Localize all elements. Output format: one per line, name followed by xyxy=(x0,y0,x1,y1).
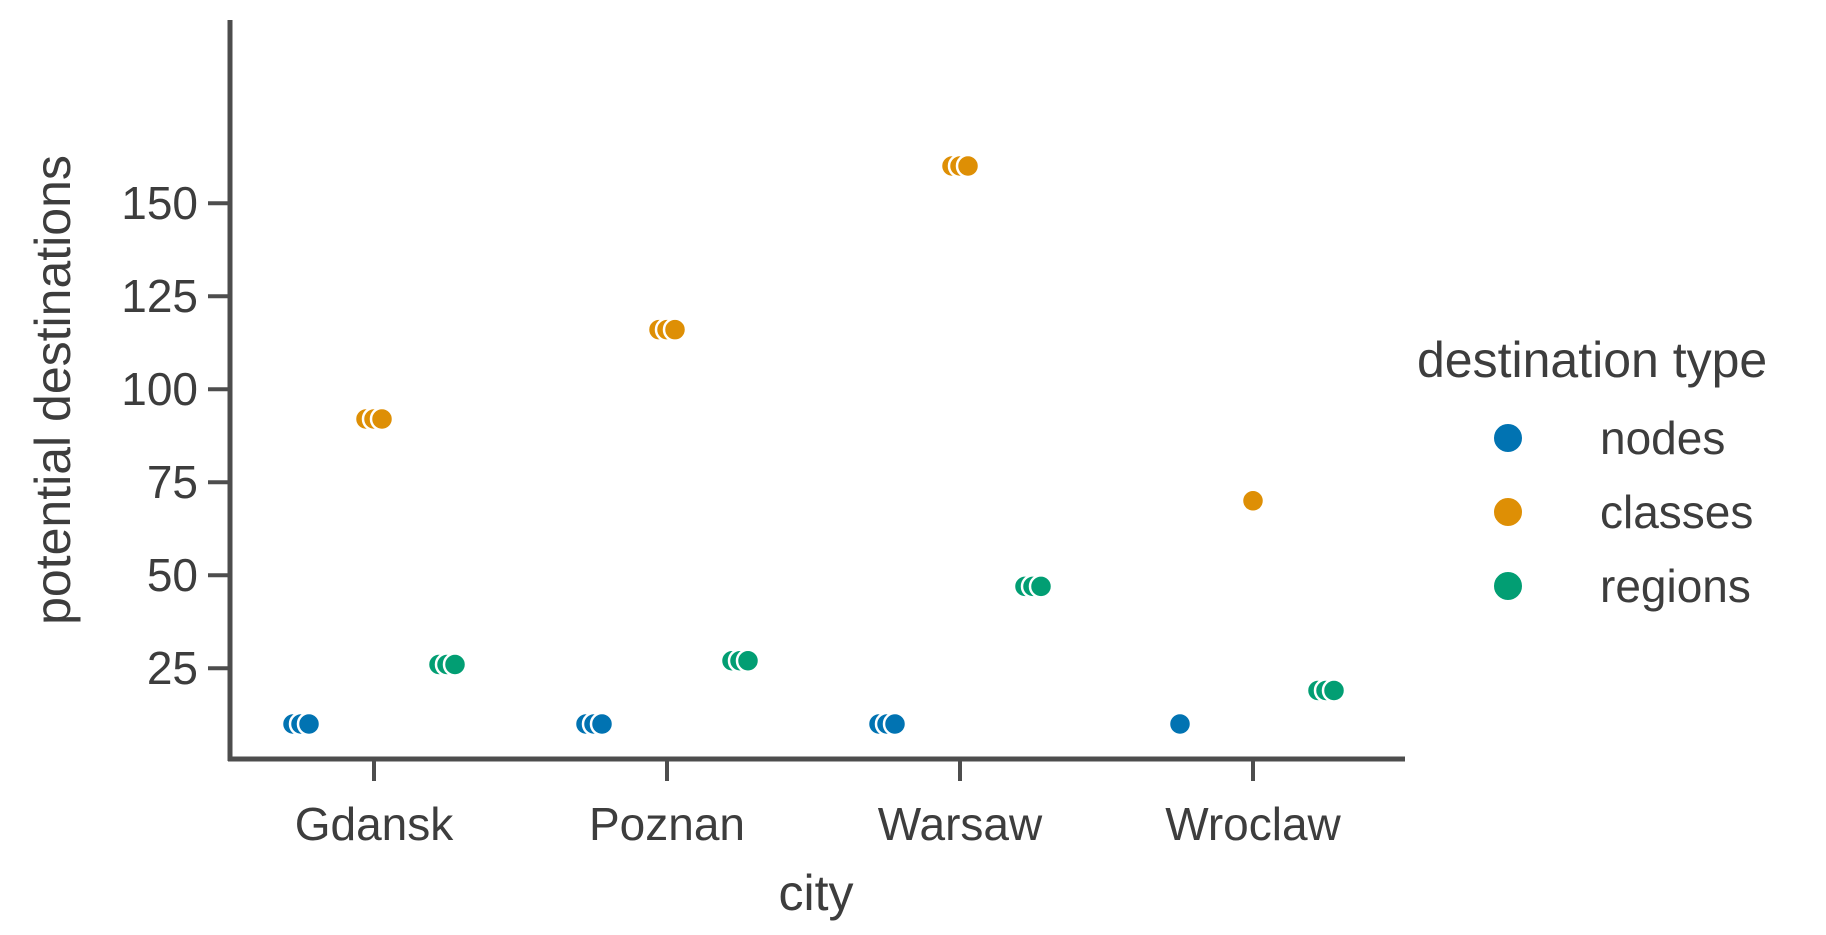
legend: destination type nodes classes regions xyxy=(1417,332,1767,612)
x-axis-title: city xyxy=(779,865,854,921)
x-ticks: Gdansk Poznan Warsaw Wroclaw xyxy=(295,759,1342,850)
y-tick-label: 125 xyxy=(121,270,198,322)
data-point-classes xyxy=(955,153,981,179)
data-point-classes xyxy=(662,317,688,342)
data-point-nodes xyxy=(882,711,908,737)
y-ticks: 25 50 75 100 125 150 xyxy=(121,177,230,694)
legend-marker-regions xyxy=(1492,570,1524,602)
y-axis-title: potential destinations xyxy=(25,155,81,625)
data-point-classes xyxy=(1240,488,1266,514)
x-tick-label: Wroclaw xyxy=(1165,798,1341,850)
legend-label-nodes: nodes xyxy=(1600,412,1725,464)
data-point-nodes xyxy=(1167,711,1193,737)
data-point-regions xyxy=(1028,574,1054,599)
data-point-nodes xyxy=(296,711,322,737)
data-point-classes xyxy=(369,406,395,432)
data-point-nodes xyxy=(589,711,615,737)
data-point-regions xyxy=(735,648,761,674)
legend-title: destination type xyxy=(1417,332,1767,388)
x-tick-label: Warsaw xyxy=(878,798,1043,850)
y-tick-label: 75 xyxy=(147,456,198,508)
y-tick-label: 50 xyxy=(147,549,198,601)
y-tick-label: 100 xyxy=(121,363,198,415)
y-tick-label: 150 xyxy=(121,177,198,229)
y-tick-label: 25 xyxy=(147,642,198,694)
axes-layer xyxy=(227,20,1405,762)
legend-label-regions: regions xyxy=(1600,560,1751,612)
legend-marker-nodes xyxy=(1492,422,1524,454)
data-point-regions xyxy=(1321,678,1347,703)
legend-marker-classes xyxy=(1492,496,1524,528)
x-tick-label: Gdansk xyxy=(295,798,455,850)
x-tick-label: Poznan xyxy=(589,798,745,850)
points-layer xyxy=(280,153,1347,737)
legend-items: nodes classes regions xyxy=(1492,412,1753,612)
data-point-regions xyxy=(442,652,468,677)
legend-label-classes: classes xyxy=(1600,486,1753,538)
